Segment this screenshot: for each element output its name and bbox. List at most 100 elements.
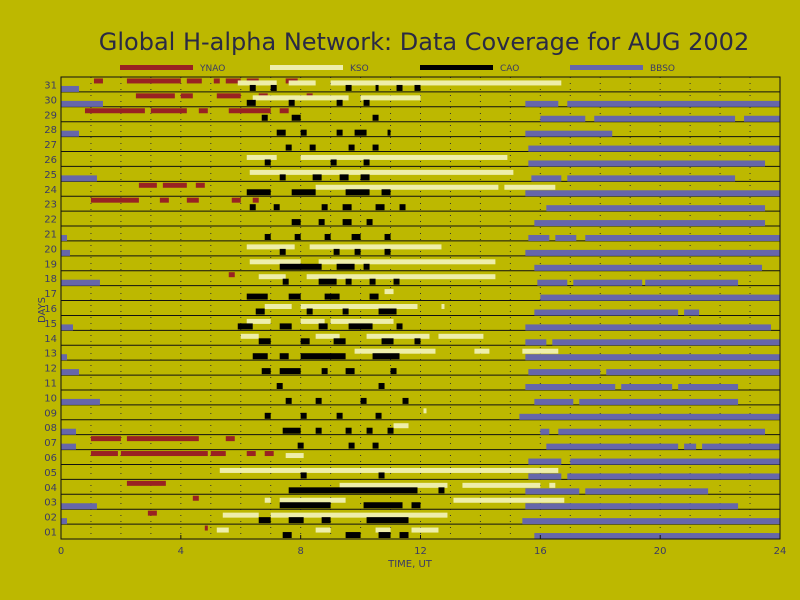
coverage-bar-cao [288,517,304,524]
coverage-bar-cao [315,427,322,434]
coverage-bar-ynao [279,108,289,114]
coverage-bar-bbso [61,324,73,331]
y-tick-label: 30 [44,95,57,106]
coverage-bar-kso [522,348,559,354]
coverage-bars [61,78,780,540]
coverage-bar-cao [282,532,292,539]
coverage-bar-cao [342,219,352,226]
coverage-bar-ynao [84,108,145,114]
coverage-bar-cao [261,114,268,121]
coverage-bar-bbso [558,428,766,435]
coverage-bar-bbso [61,503,97,510]
coverage-bar-cao [276,129,286,136]
coverage-bar-cao [414,338,421,345]
y-tick-label: 18 [44,274,57,285]
coverage-bar-kso [306,274,496,280]
coverage-bar-cao [324,293,340,300]
coverage-bar-cao [279,323,292,330]
coverage-bar-cao [360,174,370,181]
coverage-bar-kso [339,482,448,488]
coverage-bar-kso [219,467,559,473]
coverage-bar-cao [297,442,304,449]
coverage-bar-bbso [525,324,772,331]
y-tick-label: 24 [44,185,57,196]
coverage-bar-bbso [534,264,763,271]
y-tick-label: 17 [44,289,57,300]
y-tick-label: 15 [44,319,57,330]
coverage-bar-cao [321,517,331,524]
coverage-bar-cao [306,308,313,315]
coverage-bar-kso [423,408,427,414]
coverage-bar-ynao [213,78,220,84]
y-tick-label: 11 [44,379,57,390]
coverage-bar-bbso [579,398,739,405]
coverage-bar-bbso [525,488,580,495]
coverage-bar-kso [258,274,286,280]
x-tick-label: 12 [414,546,427,557]
coverage-bar-ynao [198,108,208,114]
y-tick-label: 07 [44,438,57,449]
coverage-bar-cao [372,144,379,151]
coverage-bar-cao [258,338,271,345]
coverage-bar-cao [288,293,301,300]
coverage-bar-cao [333,338,346,345]
coverage-bar-cao [279,263,322,270]
coverage-bar-kso [438,333,484,339]
coverage-bar-cao [249,204,256,211]
coverage-bar-kso [462,482,541,488]
coverage-bar-kso [249,169,514,175]
coverage-bar-cao [309,144,316,151]
coverage-bar-bbso [61,354,67,361]
coverage-bar-cao [354,129,367,136]
coverage-bar-kso [249,259,301,265]
coverage-bar-bbso [528,473,562,480]
coverage-bar-cao [366,219,373,226]
coverage-bar-cao [264,412,271,419]
coverage-bar-ynao [120,451,208,457]
coverage-bar-cao [375,84,379,91]
coverage-bar-cao [315,397,322,404]
coverage-bar-cao [282,427,301,434]
legend: YNAO KSO CAO BBSO [120,64,675,74]
coverage-bar-bbso [61,398,100,405]
coverage-bar-cao [300,353,346,360]
coverage-bar-bbso [540,294,780,301]
coverage-bar-cao [375,412,382,419]
coverage-bar-ynao [264,451,274,457]
coverage-bar-kso [441,304,445,309]
coverage-bar-kso [288,80,316,86]
coverage-bar-cao [378,383,385,390]
coverage-bar-cao [300,472,307,479]
coverage-bar-kso [264,304,292,309]
coverage-bar-bbso [61,175,97,182]
coverage-bar-kso [264,497,271,503]
chart-title: Global H-alpha Network: Data Coverage fo… [99,28,749,56]
y-tick-label: 31 [44,80,57,91]
coverage-bar-cao [300,412,307,419]
coverage-bar-ynao [228,272,235,278]
coverage-bar-cao [279,248,286,255]
coverage-bar-cao [387,427,394,434]
y-tick-label: 06 [44,453,57,464]
coverage-bar-kso [474,348,490,354]
y-tick-label: 26 [44,155,57,166]
coverage-bar-cao [300,129,307,136]
coverage-bar-cao [363,159,370,166]
y-tick-label: 02 [44,513,57,524]
coverage-bar-cao [318,219,325,226]
coverage-bar-kso [270,512,448,518]
coverage-bar-ynao [216,93,241,99]
coverage-bar-cao [402,397,409,404]
legend-label-kso: KSO [350,64,369,74]
coverage-bar-cao [345,368,355,375]
y-tick-label: 23 [44,200,57,211]
coverage-bar-cao [279,174,286,181]
coverage-bar-ynao [90,197,139,203]
coverage-bar-cao [348,442,355,449]
coverage-bar-kso [318,259,496,265]
coverage-bar-bbso [525,384,616,391]
coverage-bar-bbso [525,130,613,137]
coverage-bar-kso [330,80,562,86]
coverage-bar-cao [378,532,391,539]
coverage-bar-cao [249,84,256,91]
